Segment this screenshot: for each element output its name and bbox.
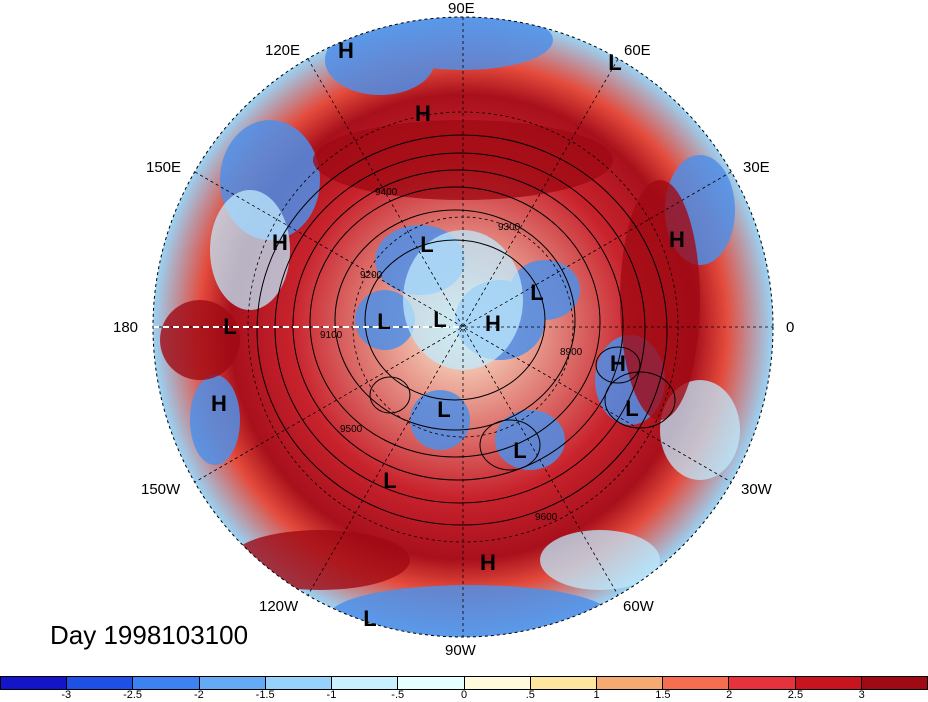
strong-positive-ring [160,120,700,590]
colorbar-tick-label: -3 [61,689,72,701]
colorbar [0,676,928,690]
colorbar-swatch [265,677,333,689]
lon-label-120e: 120E [265,42,301,59]
colorbar-tick-label: -.5 [391,689,405,701]
contour-label: 9400 [375,187,398,198]
contour-label: 9100 [320,330,343,341]
colorbar-swatch [1,677,68,689]
colorbar-tick-label: -2.5 [123,689,143,701]
lon-label-90e: 90E [448,0,475,17]
lon-label-150e: 150E [146,159,182,176]
low-center: L [530,280,544,305]
colorbar-tick-label: .5 [525,689,535,701]
colorbar-tick-label: -1.5 [255,689,275,701]
colorbar-swatch [530,677,597,689]
high-center: H [485,311,501,336]
low-center: L [625,396,639,421]
low-center: L [383,468,397,493]
high-center: H [480,550,496,575]
colorbar-swatch [861,677,928,689]
colorbar-tick-label: 1 [593,689,600,701]
colorbar-tick-label: 3 [858,689,865,701]
colorbar-swatch [332,677,399,689]
colorbar-swatch [596,677,664,689]
colorbar-tick-label: -1 [326,689,337,701]
colorbar-swatch [663,677,730,689]
low-center: L [363,606,377,631]
lon-label-150w: 150W [141,481,181,498]
colorbar-tick-label: -2 [193,689,204,701]
map-boundary [152,16,774,638]
colorbar-swatch [464,677,531,689]
colorbar-swatch [133,677,200,689]
lon-label-180: 180 [113,319,139,336]
contour-label: 9300 [498,222,521,233]
lon-label-120w: 120W [259,598,299,615]
colorbar-tick-label: 0 [460,689,468,701]
low-center: L [420,232,434,257]
map-title: Day 1998103100 [50,620,249,650]
low-center: L [437,397,451,422]
lon-label-30w: 30W [741,481,772,498]
colorbar-swatch [199,677,266,689]
colorbar-swatch [67,677,134,689]
low-center: L [377,309,391,334]
lon-label-0: 0 [786,319,795,336]
high-center: H [211,391,227,416]
lon-label-30e: 30E [743,159,770,176]
low-center: L [608,50,622,75]
colorbar-tick-label: 2.5 [787,689,804,701]
contour-label: 9600 [535,512,558,523]
contour-label: 8900 [560,347,583,358]
colorbar-tick-label: 1.5 [655,689,671,701]
high-center: H [338,38,354,63]
high-center: H [415,101,431,126]
colorbar-swatch [729,677,796,689]
colorbar-swatch [795,677,862,689]
contour-label: 9200 [360,270,383,281]
lon-label-60w: 60W [623,598,654,615]
high-center: H [610,351,626,376]
low-center: L [433,307,447,332]
lon-label-90w: 90W [445,642,476,659]
colorbar-tick-label: 2 [726,689,733,701]
contour-value-labels: 9300 9400 9500 9600 9100 9200 8900 [320,187,583,523]
high-center: H [272,230,288,255]
polar-stereographic-map: 9300 9400 9500 9600 9100 9200 8900 [152,16,774,638]
high-center: H [669,227,685,252]
low-center: L [513,438,527,463]
colorbar-swatch [398,677,465,689]
lon-label-60e: 60E [624,42,651,59]
low-center: L [223,314,237,339]
contour-label: 9500 [340,424,363,435]
